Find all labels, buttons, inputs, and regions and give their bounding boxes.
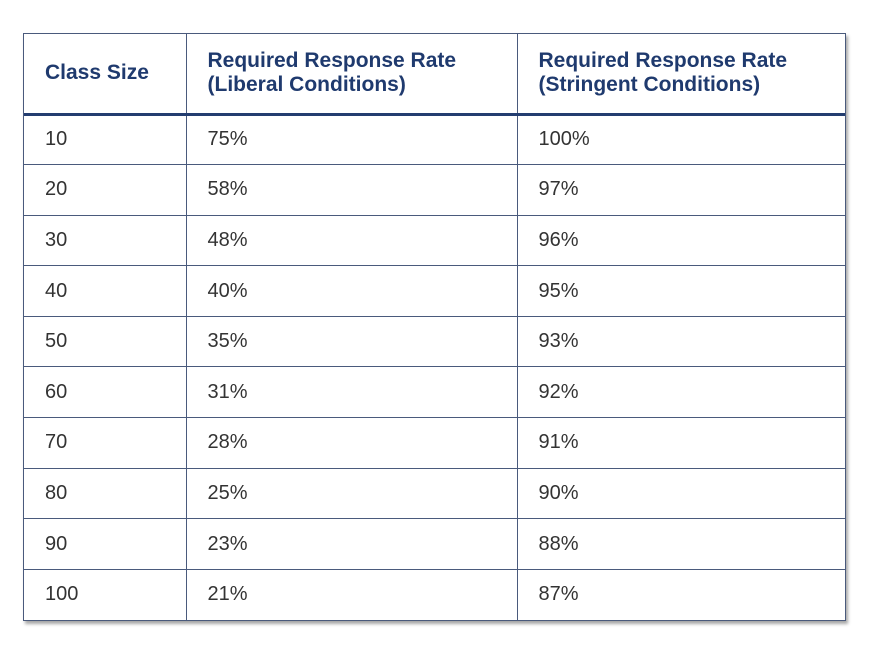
header-row: Class Size Required Response Rate (Liber…: [24, 34, 845, 116]
cell-liberal-rate: 35%: [186, 316, 518, 368]
cell-class-size: 50: [24, 316, 187, 368]
table-row: 80 25% 90%: [24, 468, 845, 520]
cell-liberal-rate: 31%: [186, 366, 518, 419]
cell-stringent-rate: 93%: [517, 316, 845, 368]
header-sublabel: (Liberal Conditions): [207, 73, 406, 97]
cell-liberal-rate: 40%: [186, 265, 518, 317]
cell-liberal-rate: 48%: [186, 215, 518, 267]
cell-class-size: 10: [24, 114, 187, 166]
header-class-size: Class Size: [24, 34, 187, 116]
cell-stringent-rate: 92%: [517, 366, 845, 419]
cell-class-size: 30: [24, 215, 187, 267]
cell-stringent-rate: 100%: [517, 114, 845, 166]
table-row: 10 75% 100%: [24, 114, 845, 166]
table-row: 50 35% 93%: [24, 316, 845, 368]
cell-class-size: 60: [24, 366, 187, 419]
cell-stringent-rate: 96%: [517, 215, 845, 267]
cell-stringent-rate: 97%: [517, 164, 845, 216]
cell-class-size: 20: [24, 164, 187, 216]
table-row: 70 28% 91%: [24, 417, 845, 469]
table-row: 30 48% 96%: [24, 215, 845, 267]
cell-class-size: 80: [24, 468, 187, 520]
cell-stringent-rate: 88%: [517, 518, 845, 570]
cell-liberal-rate: 28%: [186, 417, 518, 469]
table-row: 90 23% 88%: [24, 518, 845, 570]
table-body: 10 75% 100% 20 58% 97% 30 48% 96% 40 40% 95% 50 35% 93…: [24, 114, 845, 620]
header-stringent-rate: Required Response Rate (Stringent Condit…: [517, 34, 845, 116]
table-row: 100 21% 87%: [24, 569, 845, 620]
cell-stringent-rate: 90%: [517, 468, 845, 520]
table-row: 40 40% 95%: [24, 265, 845, 317]
table-row: 60 31% 92%: [24, 366, 845, 419]
header-label: Required Response Rate: [538, 49, 788, 73]
cell-class-size: 90: [24, 518, 187, 570]
cell-liberal-rate: 75%: [186, 114, 518, 166]
cell-liberal-rate: 58%: [186, 164, 518, 216]
cell-class-size: 70: [24, 417, 187, 469]
table-header: Class Size Required Response Rate (Liber…: [24, 34, 845, 116]
cell-stringent-rate: 91%: [517, 417, 845, 469]
header-sublabel: (Stringent Conditions): [538, 73, 761, 97]
cell-class-size: 100: [24, 569, 187, 620]
cell-liberal-rate: 25%: [186, 468, 518, 520]
response-rate-table: Class Size Required Response Rate (Liber…: [23, 33, 846, 621]
header-label: Class Size: [45, 61, 149, 85]
header-label: Required Response Rate: [207, 49, 457, 73]
cell-class-size: 40: [24, 265, 187, 317]
cell-liberal-rate: 23%: [186, 518, 518, 570]
cell-liberal-rate: 21%: [186, 569, 518, 620]
cell-stringent-rate: 87%: [538, 583, 579, 606]
cell-stringent-rate: 95%: [517, 265, 845, 317]
table-row: 20 58% 97%: [24, 164, 845, 216]
data-table: Class Size Required Response Rate (Liber…: [24, 34, 845, 620]
header-liberal-rate: Required Response Rate (Liberal Conditio…: [186, 34, 518, 116]
